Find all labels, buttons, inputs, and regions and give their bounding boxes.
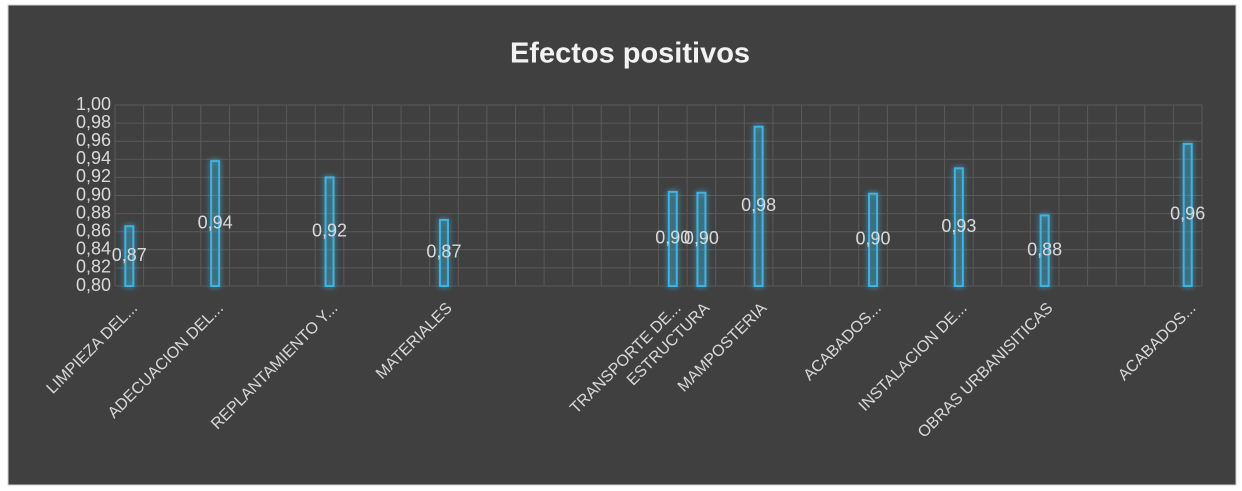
value-label: 0,87: [426, 242, 461, 262]
y-tick-label: 1,00: [76, 94, 111, 114]
bar: [1039, 214, 1050, 287]
value-label: 0,87: [112, 245, 147, 265]
bar: [1182, 142, 1193, 287]
value-label: 0,94: [198, 212, 233, 232]
y-tick-label: 0,82: [76, 257, 111, 277]
chart-title: Efectos positivos: [510, 38, 750, 70]
y-tick-label: 0,84: [76, 239, 111, 259]
y-tick-label: 0,98: [76, 112, 111, 132]
value-label: 0,88: [1027, 239, 1062, 259]
bar: [124, 225, 135, 288]
bar: [953, 167, 964, 288]
y-tick-label: 0,96: [76, 130, 111, 150]
bar: [753, 125, 764, 287]
y-tick-label: 0,88: [76, 202, 111, 222]
y-tick-label: 0,86: [76, 220, 111, 240]
value-label: 0,96: [1170, 204, 1205, 224]
y-tick-label: 0,94: [76, 148, 111, 168]
value-label: 0,90: [655, 228, 690, 248]
bar: [696, 191, 707, 287]
y-tick-label: 0,90: [76, 184, 111, 204]
bar: [868, 192, 879, 287]
y-tick-label: 0,92: [76, 166, 111, 186]
bar: [324, 176, 335, 287]
y-tick-label: 0,80: [76, 275, 111, 295]
value-label: 0,98: [741, 195, 776, 215]
value-label: 0,93: [941, 216, 976, 236]
bar: [210, 160, 221, 287]
value-label: 0,92: [312, 220, 347, 240]
value-label: 0,90: [684, 228, 719, 248]
value-label: 0,90: [856, 229, 891, 249]
bar: [667, 190, 678, 288]
bar: [438, 218, 449, 287]
